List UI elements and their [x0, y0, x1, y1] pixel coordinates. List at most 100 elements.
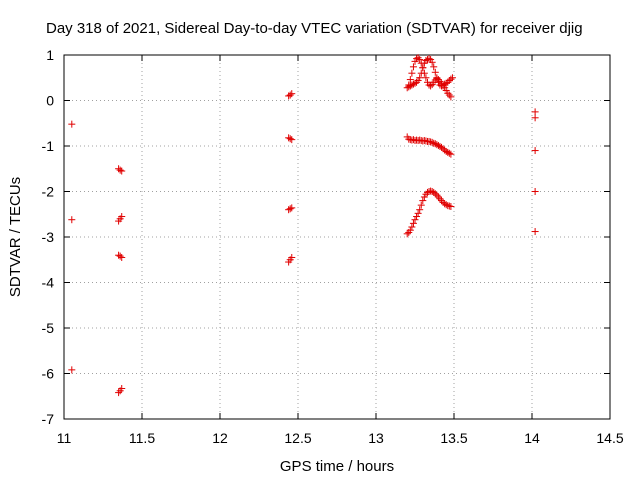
- data-point: [406, 82, 414, 90]
- data-point: [417, 201, 425, 209]
- data-point: [405, 83, 413, 91]
- data-point: [441, 200, 449, 208]
- data-point: [406, 76, 414, 84]
- x-tick-label: 11: [57, 430, 72, 446]
- data-point: [288, 136, 296, 144]
- data-point: [411, 216, 419, 224]
- grid: [64, 55, 610, 419]
- x-tick-label: 11.5: [129, 430, 155, 446]
- y-tick-label: -6: [42, 366, 55, 382]
- data-point: [444, 78, 452, 86]
- data-point: [288, 204, 296, 212]
- y-tick-label: -3: [42, 229, 55, 245]
- y-tick-label: -7: [42, 411, 55, 427]
- data-point: [68, 366, 76, 374]
- data-point: [436, 195, 444, 203]
- data-point: [427, 82, 435, 90]
- data-point: [413, 55, 421, 63]
- data-point: [286, 135, 294, 143]
- data-point: [288, 90, 296, 98]
- data-point: [439, 81, 447, 89]
- data-marks: [68, 54, 539, 397]
- y-axis-ticks: -7 -6 -5 -4 -3 -2 -1 0 1: [42, 47, 610, 427]
- data-point: [414, 54, 422, 62]
- data-point: [68, 216, 76, 224]
- data-point: [413, 78, 421, 86]
- x-axis-title: GPS time / hours: [280, 458, 394, 475]
- data-point: [438, 197, 446, 205]
- data-point: [442, 201, 450, 209]
- data-point: [431, 140, 439, 148]
- data-point: [445, 91, 453, 99]
- data-point: [447, 93, 455, 101]
- data-point: [285, 206, 293, 214]
- data-point: [431, 190, 439, 198]
- data-point: [425, 55, 433, 63]
- chart-title: Day 318 of 2021, Sidereal Day-to-day VTE…: [46, 20, 583, 37]
- data-point: [403, 230, 411, 238]
- data-point: [288, 253, 296, 261]
- plot-frame: [63, 54, 611, 420]
- y-tick-label: -1: [42, 138, 55, 154]
- x-tick-label: 13: [368, 430, 384, 446]
- data-point: [118, 167, 126, 175]
- data-point: [444, 148, 452, 156]
- data-point: [416, 206, 424, 214]
- data-point: [438, 82, 446, 90]
- data-point: [433, 74, 441, 82]
- y-axis-title: SDTVAR / TECUs: [7, 177, 24, 297]
- data-point: [413, 213, 421, 221]
- data-point: [447, 203, 455, 211]
- data-point: [286, 205, 294, 213]
- x-axis-ticks: 11 11.5 12 12.5 13 13.5 14 14.5: [57, 55, 624, 446]
- y-tick-label: -5: [42, 320, 55, 336]
- data-point: [409, 219, 417, 227]
- data-point: [416, 74, 424, 82]
- data-point: [430, 63, 438, 71]
- data-point: [68, 120, 76, 128]
- data-point: [442, 147, 450, 155]
- data-point: [531, 108, 539, 116]
- data-point: [285, 134, 293, 142]
- data-point: [115, 389, 123, 397]
- data-point: [414, 209, 422, 217]
- data-point: [408, 81, 416, 89]
- data-point: [419, 64, 427, 72]
- data-point: [409, 63, 417, 71]
- x-tick-label: 14.5: [596, 430, 623, 446]
- data-point: [448, 74, 456, 82]
- data-point: [428, 138, 436, 146]
- x-tick-label: 12.5: [284, 430, 311, 446]
- data-point: [416, 56, 424, 64]
- data-point: [118, 213, 126, 221]
- x-tick-label: 13.5: [440, 430, 467, 446]
- data-point: [447, 75, 455, 83]
- data-point: [434, 142, 442, 150]
- data-point: [406, 226, 414, 234]
- data-point: [422, 74, 430, 82]
- data-point: [408, 223, 416, 231]
- data-point: [531, 114, 539, 122]
- data-point: [433, 191, 441, 199]
- data-point: [531, 228, 539, 236]
- data-point: [531, 147, 539, 155]
- data-point: [423, 188, 431, 196]
- y-tick-label: 1: [46, 47, 54, 63]
- data-point: [441, 80, 449, 88]
- data-point: [433, 141, 441, 149]
- data-point: [286, 91, 294, 99]
- x-tick-label: 12: [212, 430, 228, 446]
- data-point: [431, 68, 439, 76]
- data-point: [428, 58, 436, 66]
- data-point: [116, 166, 124, 174]
- x-tick-label: 14: [524, 430, 540, 446]
- data-point: [417, 69, 425, 77]
- data-point: [434, 193, 442, 201]
- data-point: [444, 89, 452, 97]
- y-tick-label: 0: [46, 93, 54, 109]
- data-point: [419, 197, 427, 205]
- data-point: [118, 385, 126, 393]
- data-point: [445, 149, 453, 157]
- data-point: [408, 69, 416, 77]
